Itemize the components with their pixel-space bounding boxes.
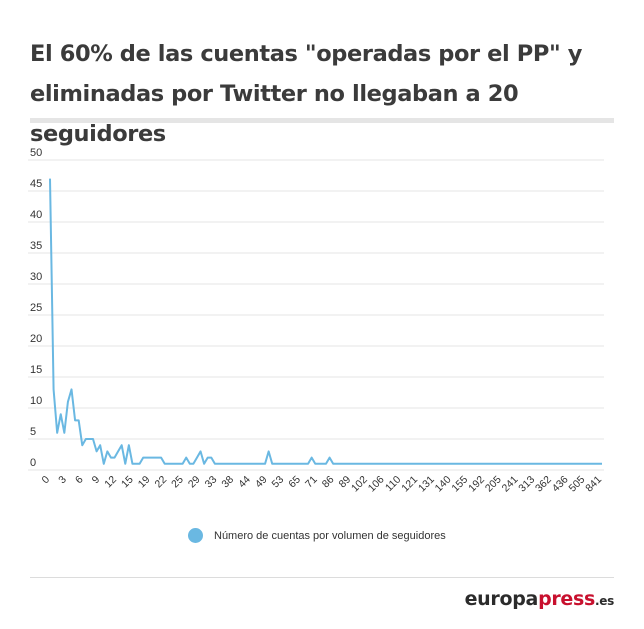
x-axis-tick-labels: 0 3 6 9 12 15 19 22 25 29 33 38 44 49 53 65 71 86 89102106… — [40, 474, 605, 495]
y-tick-label: 25 — [30, 302, 42, 314]
series-line-layer — [49, 178, 602, 465]
logo-text-europa: europa — [464, 588, 539, 610]
x-tick-label: 33 — [203, 474, 220, 491]
x-tick-label: 6 — [73, 474, 86, 487]
x-tick-label: 71 — [303, 474, 320, 491]
y-tick-label: 20 — [30, 333, 42, 345]
x-tick-label: 38 — [219, 474, 236, 491]
x-tick-label: 65 — [286, 474, 303, 491]
x-tick-label: 86 — [320, 474, 337, 491]
y-tick-label: 0 — [30, 457, 36, 469]
x-tick-label: 15 — [119, 474, 136, 491]
y-tick-label: 50 — [30, 147, 42, 159]
logo-text-es: .es — [595, 594, 614, 608]
footer-divider — [30, 577, 614, 578]
y-tick-label: 15 — [30, 364, 42, 376]
y-tick-label: 40 — [30, 209, 42, 221]
y-tick-label: 35 — [30, 240, 42, 252]
chart-title: El 60% de las cuentas "operadas por el P… — [30, 41, 582, 147]
x-tick-label: 25 — [169, 474, 186, 491]
x-tick-label: 22 — [152, 474, 169, 491]
x-tick-label: 841 — [583, 474, 604, 495]
x-tick-label: 0 — [40, 474, 53, 487]
x-tick-label: 9 — [90, 474, 103, 487]
y-tick-label: 10 — [30, 395, 42, 407]
x-tick-label: 44 — [236, 474, 253, 491]
x-tick-label: 49 — [253, 474, 270, 491]
series-line — [49, 178, 602, 465]
legend: Número de cuentas por volumen de seguido… — [188, 528, 446, 543]
x-tick-label: 53 — [270, 474, 287, 491]
grid-lines — [28, 159, 604, 471]
x-tick-label: 29 — [186, 474, 203, 491]
logo-text-press: press — [538, 588, 596, 610]
legend-label: Número de cuentas por volumen de seguido… — [214, 529, 446, 542]
x-tick-label: 3 — [56, 474, 69, 487]
europapress-logo[interactable]: europapress.es — [464, 588, 615, 610]
title-divider — [30, 118, 614, 123]
y-axis-tick-labels: 0 5 10 15 20 25 30 35 40 45 50 — [30, 147, 42, 469]
y-tick-label: 45 — [30, 178, 42, 190]
legend-swatch-icon — [188, 528, 203, 543]
x-tick-label: 19 — [136, 474, 153, 491]
x-tick-label: 12 — [102, 474, 119, 491]
y-tick-label: 30 — [30, 271, 42, 283]
y-tick-label: 5 — [30, 426, 36, 438]
